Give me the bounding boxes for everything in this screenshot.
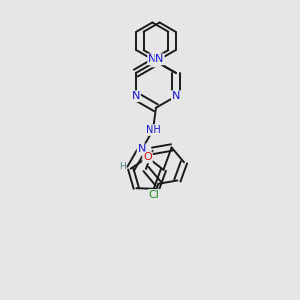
Text: N: N [148,54,157,64]
Text: N: N [138,144,146,154]
Text: H: H [119,162,126,171]
Text: N: N [132,91,140,101]
Text: NH: NH [146,125,160,135]
Text: N: N [155,54,164,64]
Text: N: N [172,91,180,101]
Text: O: O [143,152,152,162]
Text: Cl: Cl [149,190,160,200]
Text: N: N [152,56,160,66]
